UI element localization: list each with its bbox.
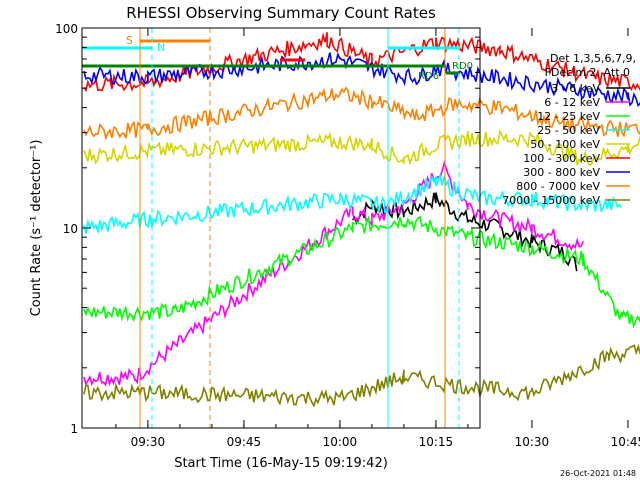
y-tick-label: 100 <box>55 22 78 36</box>
x-axis-label: Start Time (16-May-15 09:19:42) <box>174 456 388 471</box>
footer-timestamp: 26-Oct-2021 01:48 <box>560 469 636 478</box>
series-line-4 <box>83 172 623 235</box>
series-line-2 <box>83 160 584 387</box>
legend-label-1: 3 - 6 keV <box>551 82 600 95</box>
legend-label-4: 25 - 50 keV <box>537 124 600 137</box>
y-tick-label: 10 <box>63 222 78 236</box>
legend-label-9: 7000 - 15000 keV <box>502 194 600 207</box>
x-tick-label: 10:00 <box>323 435 358 449</box>
x-tick-label: 10:45 <box>611 435 640 449</box>
series-line-6 <box>83 32 640 93</box>
mode-markers: S N RD6 RD0 <box>82 28 473 428</box>
annotation-n: N <box>157 41 165 54</box>
legend-label-2: 6 - 12 keV <box>544 96 600 109</box>
y-axis-ticks: 1 10 100 <box>55 22 480 436</box>
x-tick-label: 09:30 <box>131 435 166 449</box>
legend-header-1: Det 1,3,5,6,7,9, <box>550 52 636 65</box>
y-axis-label: Count Rate (s⁻¹ detector⁻¹) <box>29 140 44 317</box>
series-line-3 <box>83 215 640 329</box>
annotation-s: S <box>126 34 133 47</box>
legend-header-2: FDecim 2, Att 0 <box>545 66 630 79</box>
y-tick-label: 1 <box>70 422 78 436</box>
series-line-9 <box>83 343 640 408</box>
x-tick-label: 10:15 <box>419 435 454 449</box>
series-line-7 <box>83 51 640 108</box>
legend-label-6: 100 - 300 keV <box>523 152 600 165</box>
x-tick-label: 10:30 <box>515 435 550 449</box>
annotation-rd0: RD0 <box>452 61 473 72</box>
legend-label-3: 12 - 25 keV <box>537 110 600 123</box>
legend-label-5: 50 - 100 keV <box>530 138 600 151</box>
legend: Det 1,3,5,6,7,9, FDecim 2, Att 0 3 - 6 k… <box>502 52 636 207</box>
series-line-5 <box>83 129 640 166</box>
annotation-rd6: RD6 <box>418 71 439 82</box>
series-line-8 <box>83 86 640 141</box>
x-axis-ticks: 09:30 09:45 10:00 10:15 10:30 10:45 <box>115 28 640 449</box>
series-traces <box>83 32 640 408</box>
x-tick-label: 09:45 <box>227 435 262 449</box>
legend-label-8: 800 - 7000 keV <box>516 180 600 193</box>
chart-title: RHESSI Observing Summary Count Rates <box>126 4 436 22</box>
legend-label-7: 300 - 800 keV <box>523 166 600 179</box>
